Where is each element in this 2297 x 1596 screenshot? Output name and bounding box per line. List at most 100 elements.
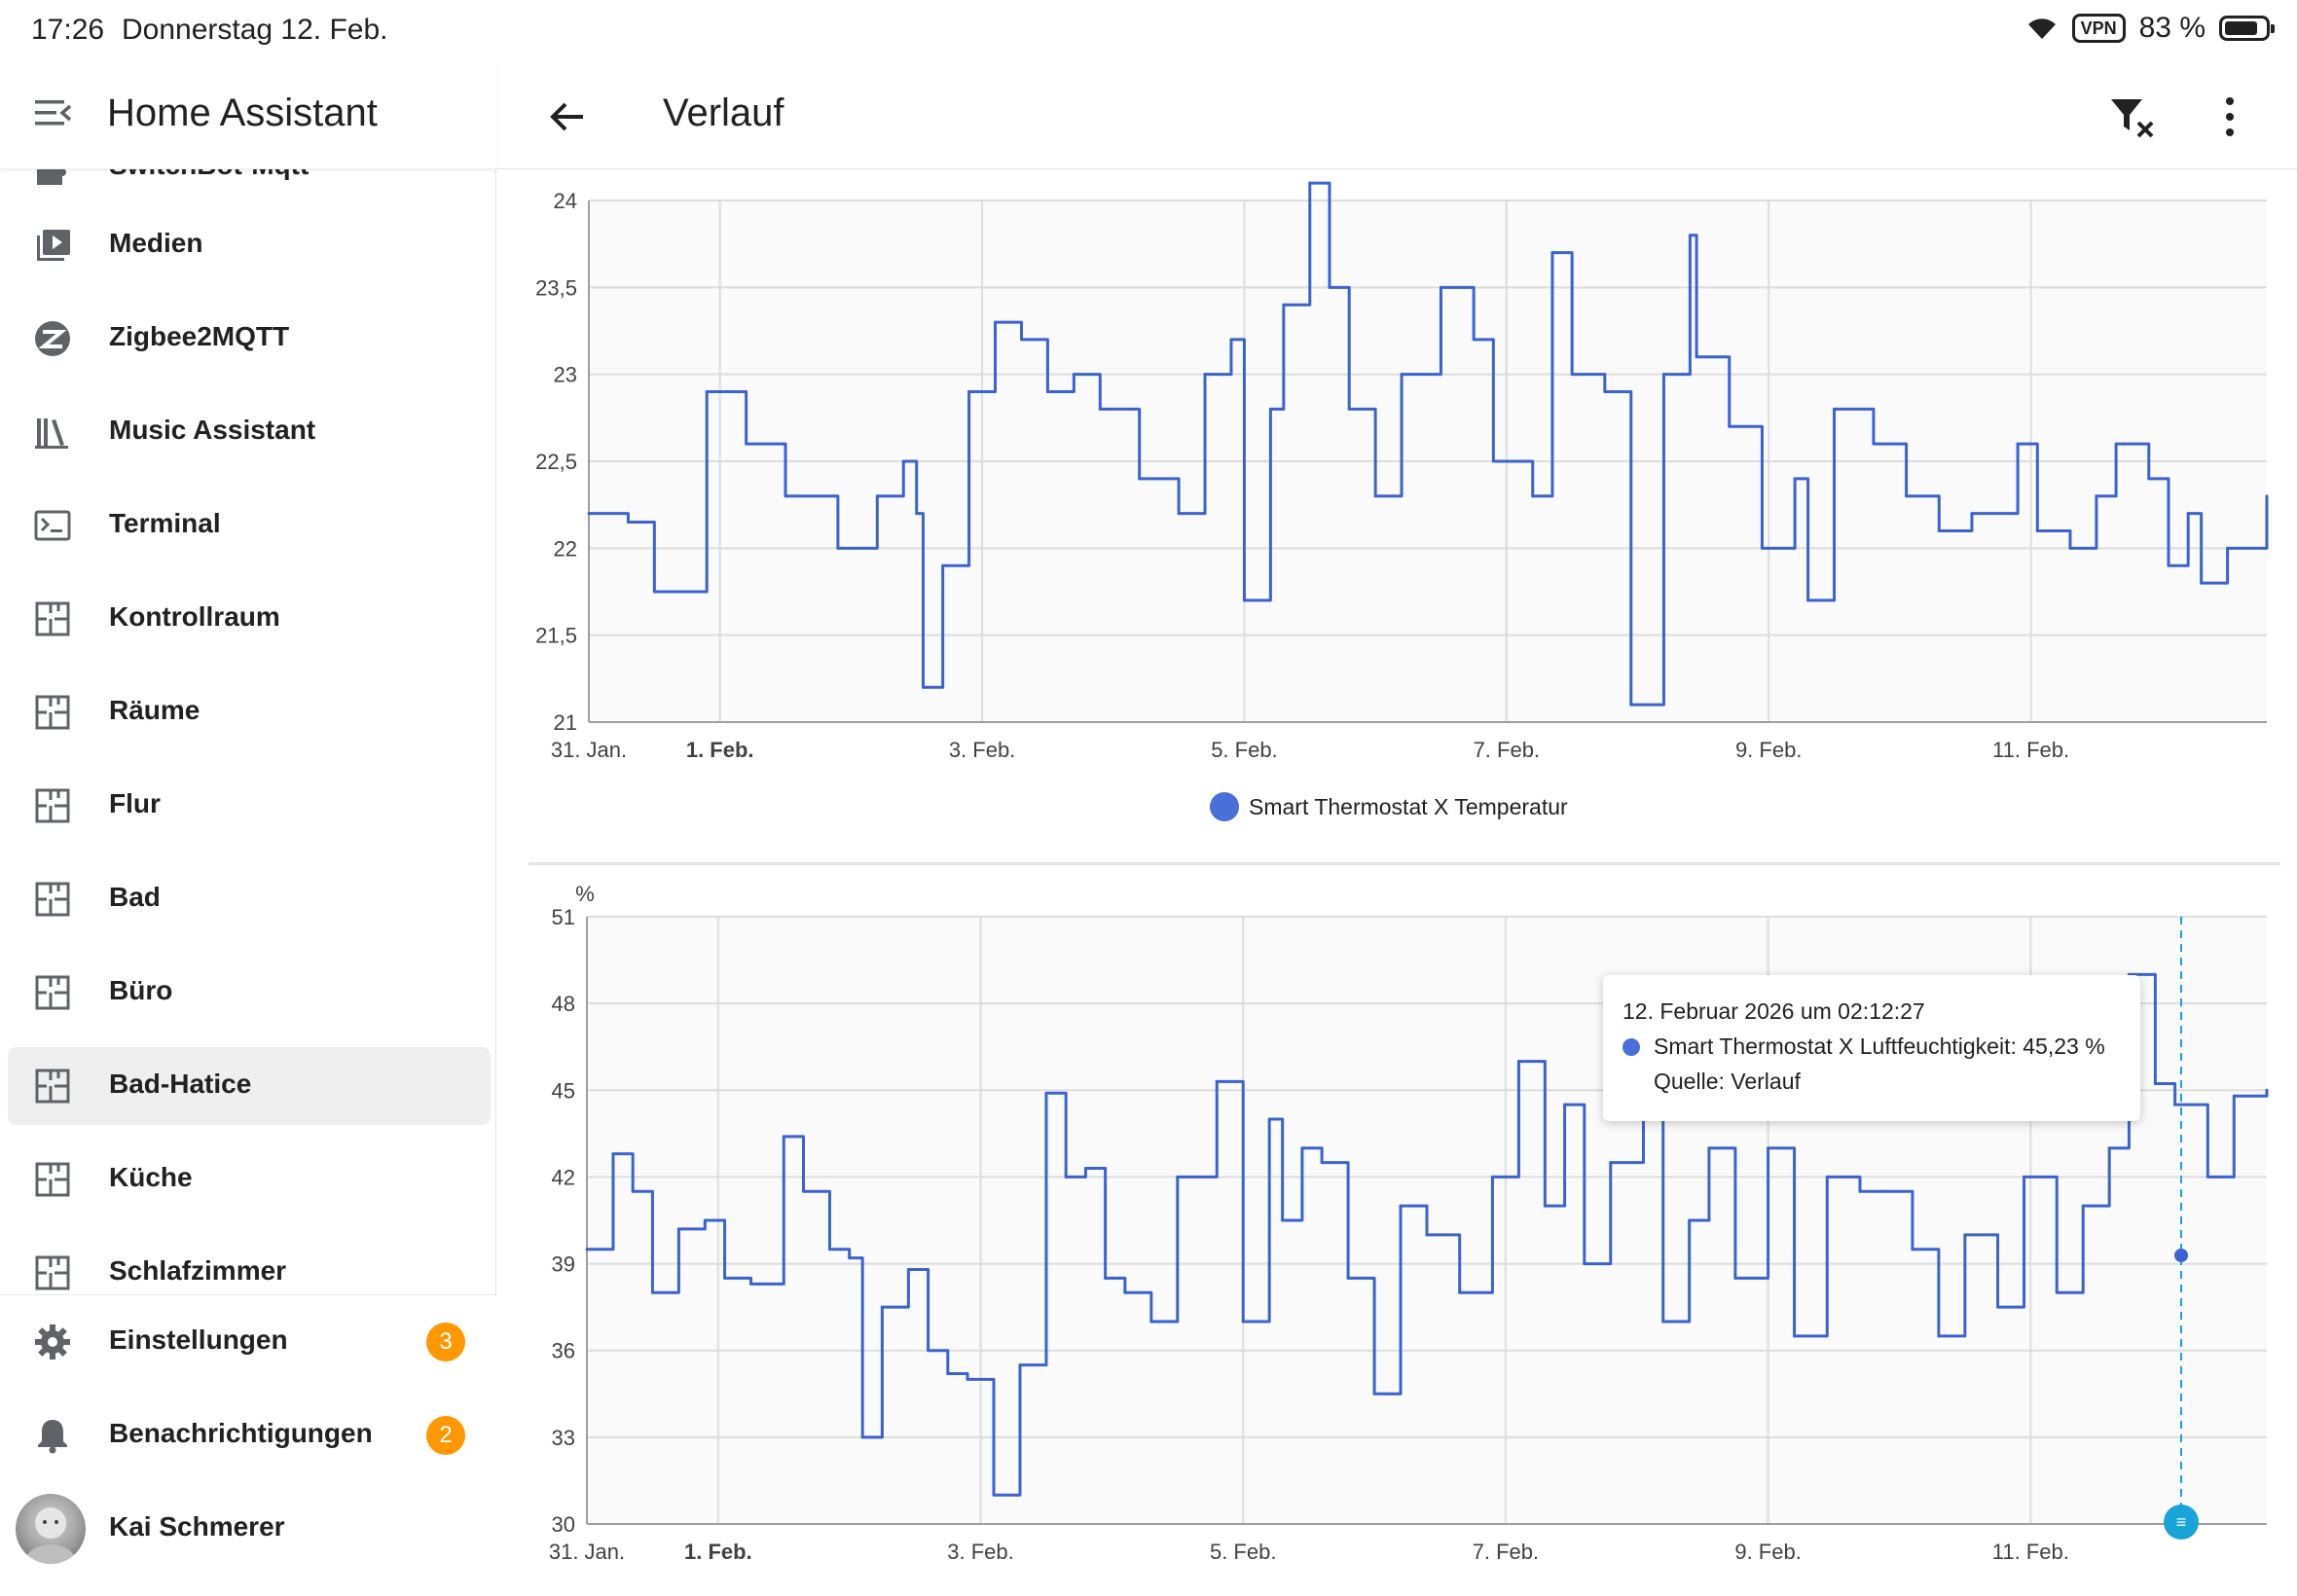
data-point — [1372, 1392, 1376, 1396]
sidebar-item-label: Zigbee2MQTT — [109, 321, 290, 351]
data-point — [1733, 1276, 1737, 1280]
x-tick-label: 7. Feb. — [1473, 1540, 1539, 1564]
y-tick-label: 48 — [552, 992, 575, 1016]
sidebar-item-bad-hatice[interactable]: Bad-Hatice — [8, 1047, 491, 1125]
data-point — [1905, 494, 1909, 498]
data-point — [1970, 512, 1974, 516]
data-point — [2016, 442, 2020, 446]
sidebar-item-label: Medien — [109, 228, 203, 258]
avatar — [16, 1494, 86, 1564]
media-icon — [37, 230, 70, 261]
y-tick-label: 39 — [552, 1252, 575, 1277]
data-point — [1550, 251, 1554, 255]
data-point — [652, 590, 656, 594]
data-point — [1793, 1334, 1797, 1338]
battery-percent: 83 % — [2138, 12, 2206, 44]
sidebar-item-switchbot-mqtt[interactable]: SwitchBot-Mqtt — [8, 169, 491, 206]
data-point — [906, 1268, 910, 1272]
user-name: Kai Schmerer — [109, 1511, 285, 1542]
history-charts[interactable]: 24 23,5 23 22,5 22 21,5 21 31. Jan. 1. Feb. 3. Fe… — [497, 169, 2297, 1596]
data-point — [994, 320, 998, 324]
chart-legend-temperature[interactable]: Smart Thermostat X Temperatur — [1210, 792, 1568, 821]
data-point — [1268, 407, 1272, 411]
y-tick-label: 23 — [554, 363, 577, 387]
data-point — [1177, 512, 1181, 516]
data-point — [1491, 459, 1495, 463]
data-point — [1583, 1262, 1586, 1266]
data-point — [1833, 407, 1837, 411]
y-axis-unit-label: % — [575, 882, 595, 906]
legend-label: Smart Thermostat X Temperatur — [1249, 793, 1568, 819]
cursor-handle-icon[interactable]: ≡ — [2164, 1505, 2199, 1540]
page-title: Verlauf — [663, 91, 784, 134]
sidebar-item-schlafzimmer[interactable]: Schlafzimmer — [8, 1234, 491, 1312]
chart-divider — [529, 862, 2280, 865]
sidebar-item-medien[interactable]: Medien — [8, 206, 491, 284]
sidebar-item-terminal[interactable]: Terminal — [8, 487, 491, 564]
x-tick-label: 1. Feb. — [686, 738, 754, 762]
sidebar-nav-list: SwitchBot-Mqtt Medien Zigbee2MQTT Music … — [0, 169, 496, 1355]
sidebar-item-kueche[interactable]: Küche — [8, 1141, 491, 1218]
data-point — [2114, 442, 2118, 446]
data-point — [2095, 494, 2098, 498]
data-point — [611, 1152, 615, 1156]
floorplan-icon — [35, 975, 70, 1010]
data-point — [966, 1377, 969, 1381]
data-point — [782, 1135, 785, 1139]
sidebar-item-label: Bad-Hatice — [109, 1069, 252, 1099]
data-point — [676, 1227, 680, 1231]
data-point — [1490, 1175, 1494, 1179]
x-tick-label: 11. Feb. — [1992, 1540, 2069, 1564]
sidebar-item-bad[interactable]: Bad — [8, 860, 491, 938]
data-point — [705, 390, 709, 394]
cursor-point-marker — [2174, 1249, 2188, 1262]
terminal-icon — [34, 510, 71, 541]
data-point — [1661, 373, 1665, 377]
data-point — [827, 1248, 831, 1251]
sidebar-item-label: Kontrollraum — [109, 601, 280, 632]
sidebar-item-label: Flur — [109, 788, 161, 818]
data-point — [1281, 1218, 1285, 1222]
data-point — [1346, 1276, 1350, 1280]
data-point — [992, 1493, 996, 1497]
sidebar-item-zigbee2mqtt[interactable]: Zigbee2MQTT — [8, 300, 491, 378]
sidebar-item-benachrichtigungen[interactable]: Benachrichtigungen 2 — [8, 1396, 491, 1474]
sidebar-item-label: SwitchBot-Mqtt — [109, 169, 309, 181]
sidebar-item-buero[interactable]: Büro — [8, 954, 491, 1032]
data-point — [1399, 1204, 1403, 1208]
data-point — [1242, 598, 1246, 602]
data-point — [1531, 494, 1535, 498]
data-point — [1963, 1233, 1967, 1237]
sidebar-item-flur[interactable]: Flur — [8, 767, 491, 845]
data-point — [848, 1256, 852, 1260]
data-point — [1138, 477, 1142, 481]
back-arrow-icon[interactable] — [546, 95, 589, 138]
sidebar-item-einstellungen[interactable]: Einstellungen 3 — [8, 1303, 491, 1381]
data-point — [1688, 234, 1692, 237]
sidebar-item-music-assistant[interactable]: Music Assistant — [8, 393, 491, 471]
sidebar-item-label: Benachrichtigungen — [109, 1418, 373, 1448]
bell-icon — [38, 1420, 67, 1454]
data-point — [1937, 1334, 1941, 1338]
sidebar-item-kontrollraum[interactable]: Kontrollraum — [8, 580, 491, 658]
data-point — [2226, 546, 2230, 550]
data-point — [1347, 407, 1351, 411]
sidebar-item-user-profile[interactable]: Kai Schmerer — [8, 1490, 491, 1568]
filter-remove-icon[interactable] — [2109, 95, 2156, 138]
data-point — [2147, 477, 2151, 481]
vpn-badge: VPN — [2071, 14, 2126, 43]
y-tick-label: 23,5 — [535, 275, 577, 300]
data-point — [921, 685, 925, 689]
data-point — [2186, 512, 2190, 516]
more-vertical-icon[interactable] — [2220, 95, 2240, 138]
x-tick-label: 31. Jan. — [549, 1540, 625, 1564]
sidebar-item-raeume[interactable]: Räume — [8, 673, 491, 751]
tooltip-title: 12. Februar 2026 um 02:12:27 — [1622, 998, 1925, 1024]
floorplan-icon — [35, 1069, 70, 1104]
x-tick-label: 5. Feb. — [1211, 738, 1277, 762]
status-time: 17:26 — [31, 14, 105, 46]
menu-collapse-icon[interactable] — [33, 97, 72, 128]
data-point — [1123, 1290, 1127, 1294]
data-point — [1267, 1117, 1271, 1121]
data-point — [1472, 338, 1476, 342]
